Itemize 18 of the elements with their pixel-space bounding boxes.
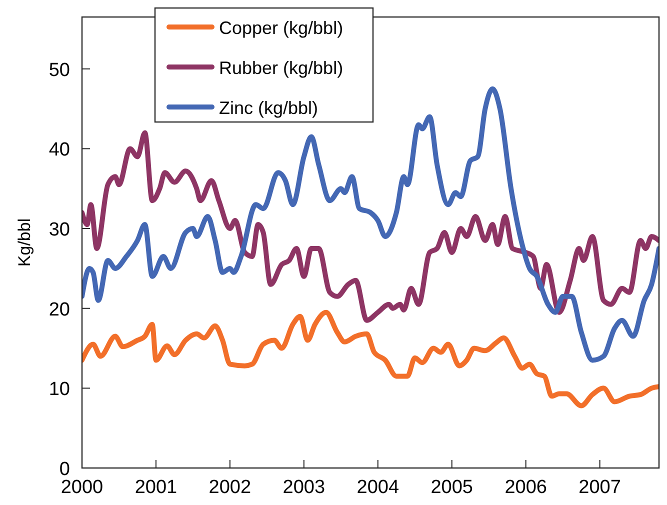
- y-tick-label: 40: [48, 140, 70, 161]
- y-axis-title: Kg/bbl: [15, 218, 34, 267]
- x-tick-label: 2001: [134, 477, 178, 498]
- x-tick-label: 2003: [282, 477, 326, 498]
- y-tick-label: 0: [59, 459, 70, 480]
- legend-label: Zinc (kg/bbl): [219, 98, 318, 118]
- x-tick-label: 2005: [430, 477, 474, 498]
- y-tick-label: 10: [48, 379, 70, 400]
- legend-label: Copper (kg/bbl): [219, 18, 344, 38]
- x-tick-label: 2000: [60, 477, 104, 498]
- y-tick-label: 30: [48, 220, 70, 241]
- x-tick-label: 2002: [208, 477, 252, 498]
- y-tick-label: 20: [48, 299, 70, 320]
- x-tick-label: 2006: [504, 477, 547, 498]
- x-tick-label: 2007: [578, 477, 621, 498]
- y-tick-label: 50: [48, 60, 70, 81]
- legend-label: Rubber (kg/bbl): [219, 58, 344, 78]
- x-tick-label: 2004: [356, 477, 400, 498]
